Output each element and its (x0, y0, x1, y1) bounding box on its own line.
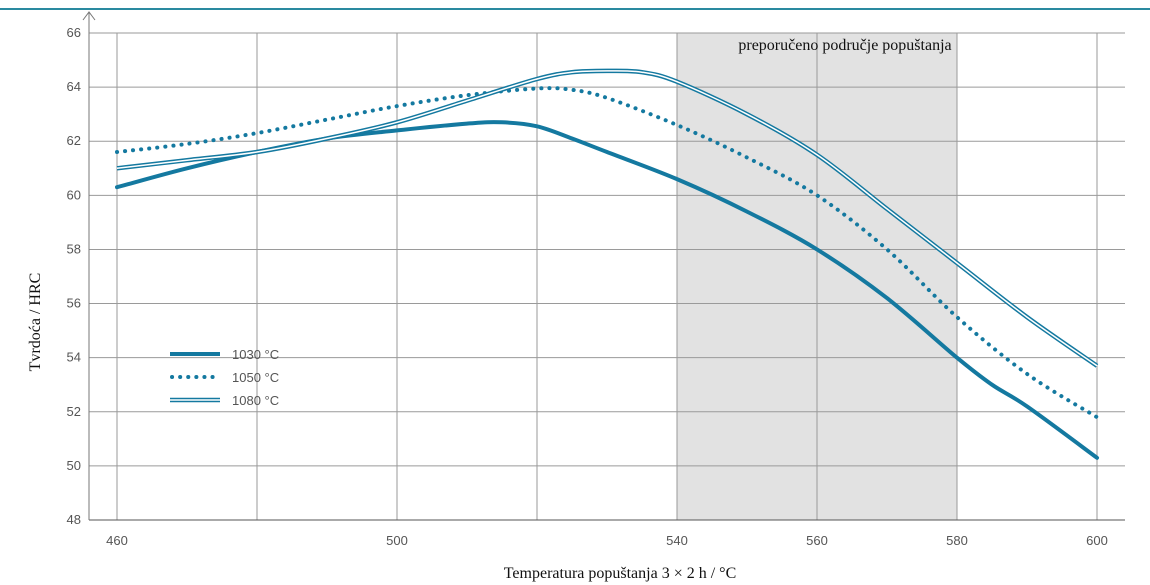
y-tick-label: 66 (67, 25, 81, 40)
y-tick-label: 62 (67, 133, 81, 148)
series-line-3-inner (116, 70, 1098, 367)
legend: 1030 °C 1050 °C 1080 °C (170, 347, 279, 408)
y-tick-label: 52 (67, 404, 81, 419)
y-axis-arrow (82, 11, 96, 21)
band-label: preporučeno područje popuštanja (738, 37, 951, 54)
series-line-2 (115, 86, 1099, 420)
legend-label: 1030 °C (232, 347, 279, 362)
series-lines (115, 68, 1099, 460)
y-axis-title: Tvrdoća / HRC (27, 273, 44, 372)
y-tick-label: 50 (67, 458, 81, 473)
y-tick-label: 56 (67, 296, 81, 311)
grid (89, 32, 1125, 520)
tick-labels: 48 50 52 54 56 58 60 62 64 66 460 500 540 560 580 600 (67, 25, 1108, 548)
y-tick-label: 48 (67, 512, 81, 527)
legend-label: 1050 °C (232, 370, 279, 385)
x-tick-label: 500 (386, 533, 408, 548)
y-tick-label: 54 (67, 350, 81, 365)
x-tick-label: 580 (946, 533, 968, 548)
y-tick-label: 60 (67, 187, 81, 202)
x-tick-label: 600 (1086, 533, 1108, 548)
legend-label: 1080 °C (232, 393, 279, 408)
axes (82, 11, 1125, 521)
x-tick-label: 460 (106, 533, 128, 548)
x-tick-label: 540 (666, 533, 688, 548)
y-tick-label: 58 (67, 241, 81, 256)
x-tick-label: 560 (806, 533, 828, 548)
y-tick-label: 64 (67, 79, 81, 94)
x-axis-title: Temperatura popuštanja 3 × 2 h / °C (504, 565, 736, 582)
